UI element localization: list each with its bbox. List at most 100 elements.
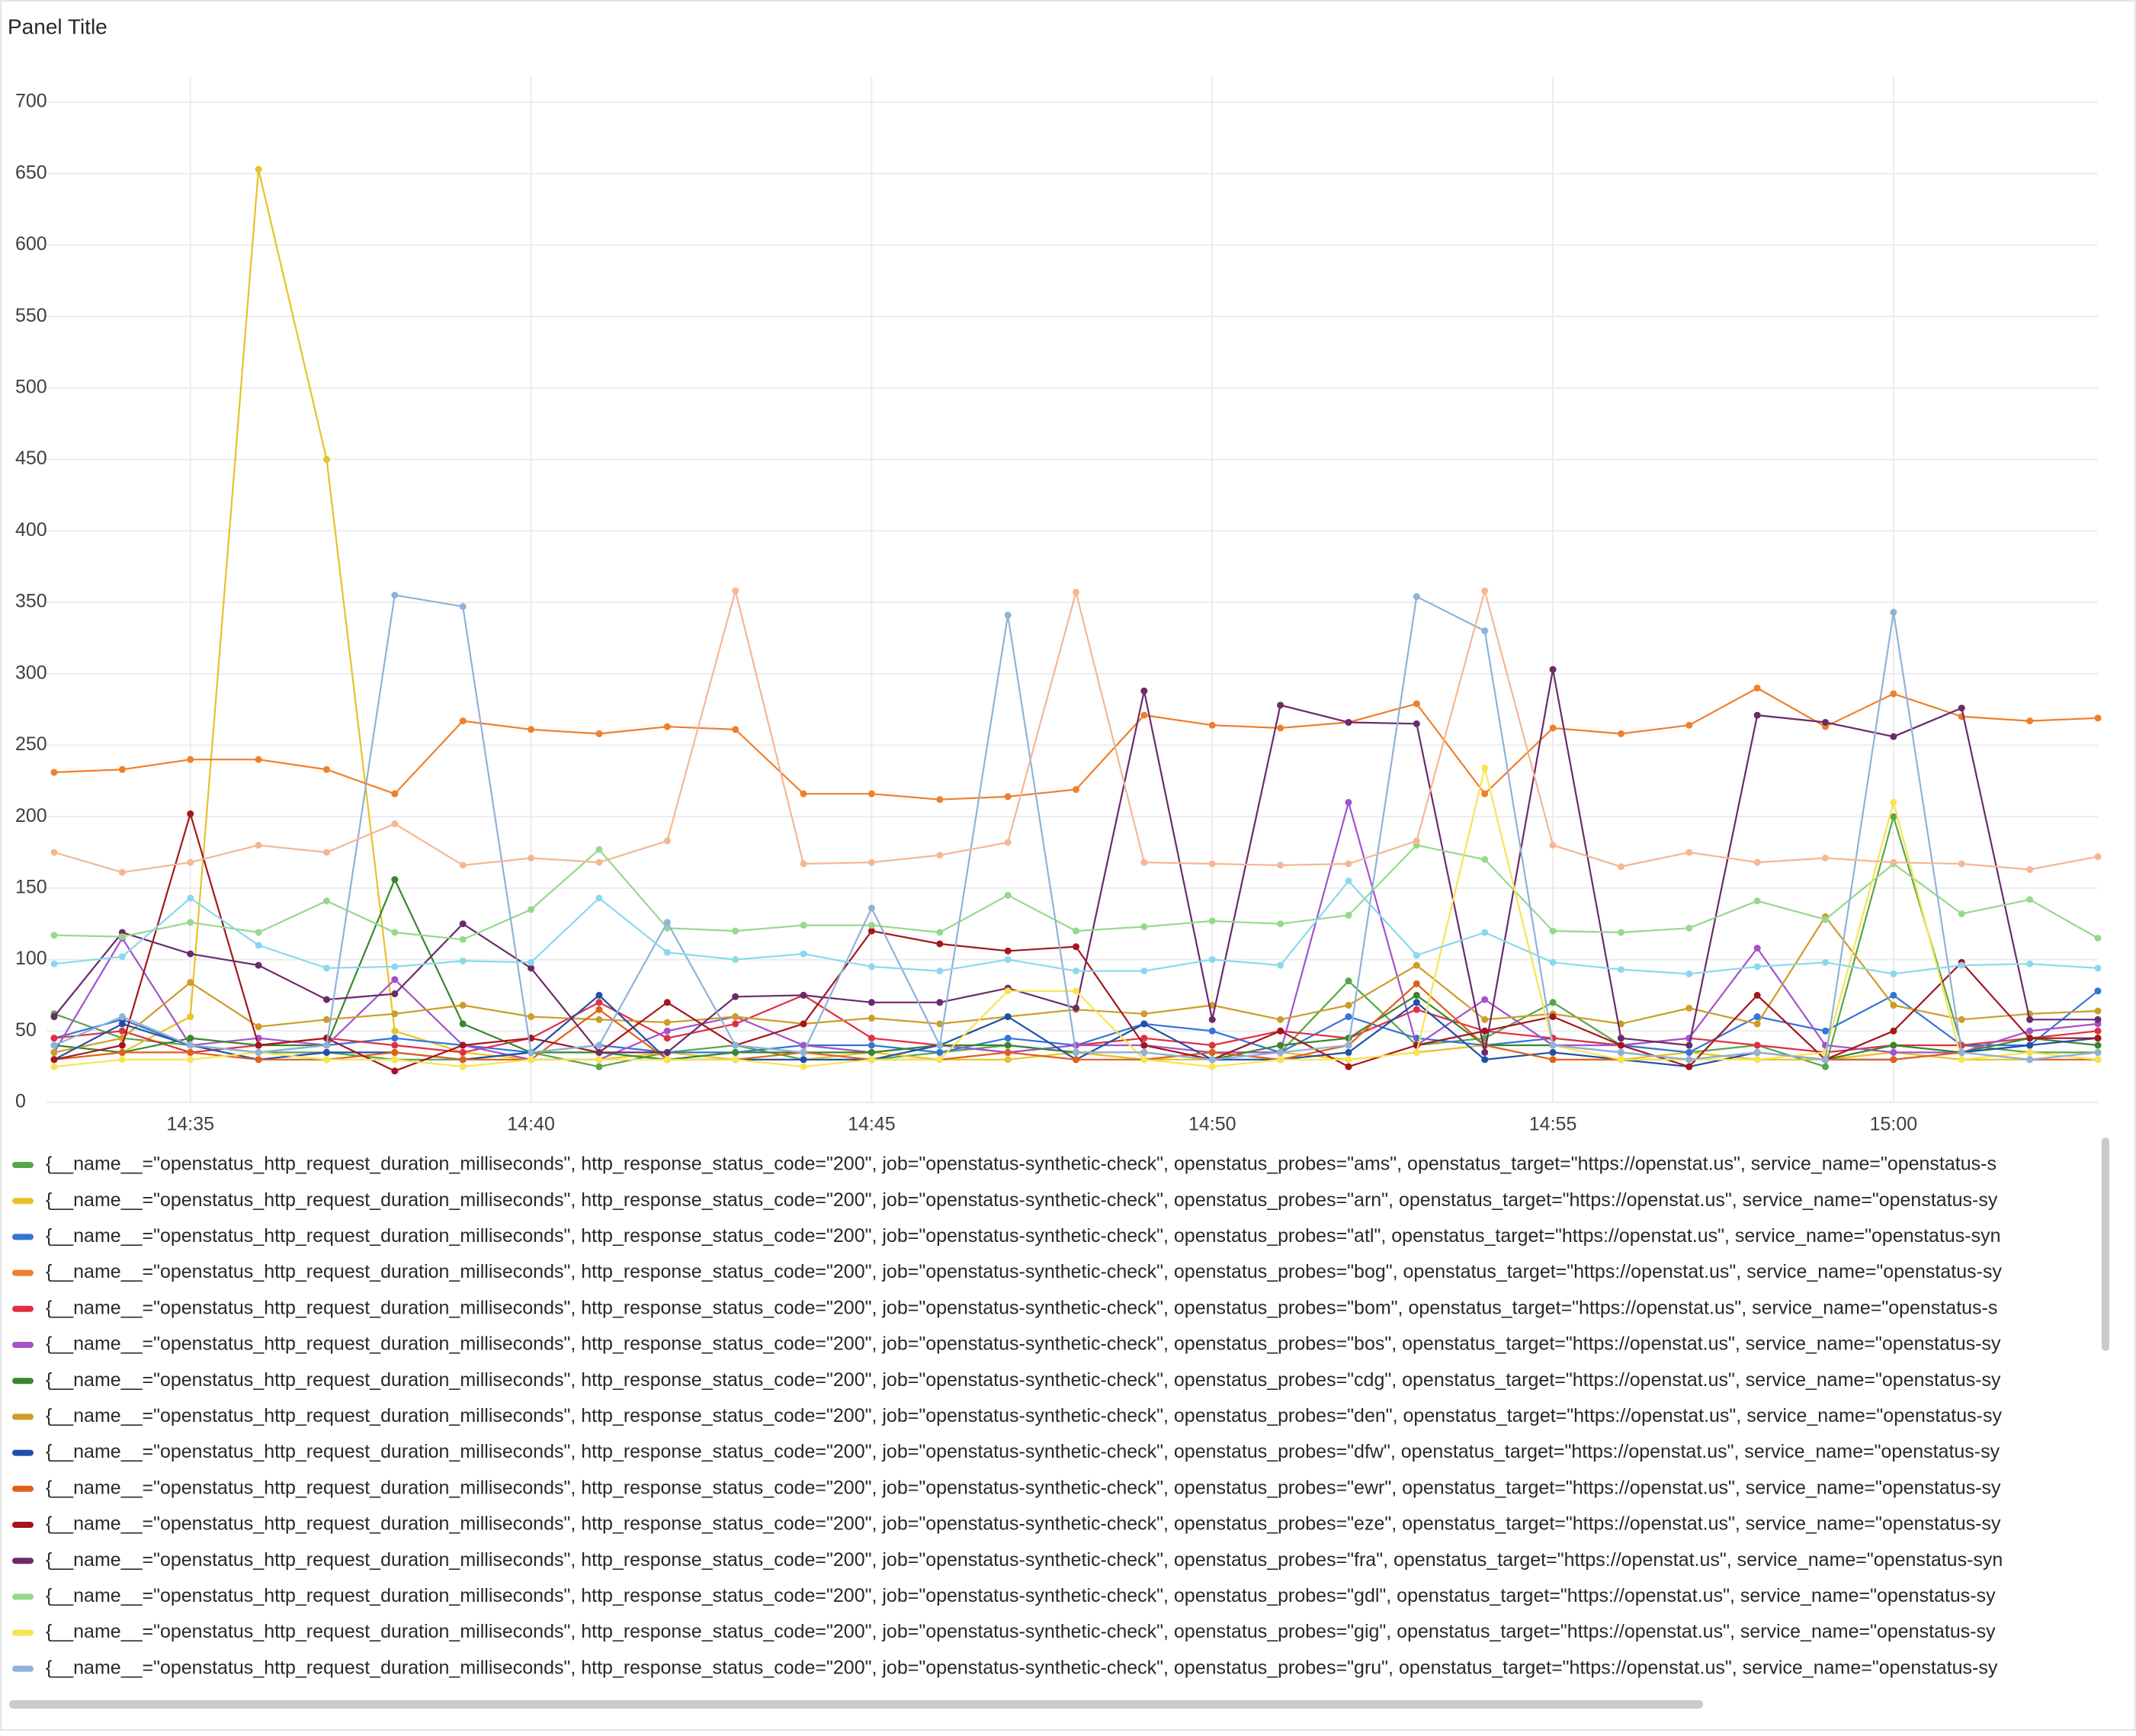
- data-point: [1890, 991, 1897, 999]
- data-point: [800, 860, 807, 868]
- data-point: [1481, 587, 1489, 595]
- legend-swatch: [12, 1414, 34, 1420]
- data-point: [2026, 1056, 2034, 1064]
- data-point: [1277, 1048, 1284, 1056]
- data-point: [800, 1056, 807, 1064]
- data-point: [800, 922, 807, 929]
- data-point: [1890, 733, 1897, 740]
- data-point: [868, 1041, 875, 1049]
- data-point: [1958, 1016, 1965, 1023]
- data-point: [868, 999, 875, 1006]
- data-point: [1277, 1041, 1284, 1049]
- data-point: [1753, 1020, 1761, 1028]
- vertical-scrollbar[interactable]: [2102, 1138, 2109, 1351]
- data-point: [2026, 1027, 2034, 1035]
- data-point: [1140, 1035, 1148, 1042]
- data-point: [1345, 860, 1352, 868]
- data-point: [1004, 839, 1012, 846]
- data-point: [1890, 1048, 1897, 1056]
- data-point: [732, 927, 739, 935]
- data-point: [50, 1013, 58, 1021]
- data-point: [391, 1041, 399, 1049]
- data-point: [1140, 687, 1148, 695]
- data-point: [1481, 627, 1489, 634]
- data-point: [118, 1013, 126, 1021]
- y-tick-label: 300: [15, 662, 47, 683]
- x-tick-label: 14:40: [507, 1114, 555, 1135]
- data-point: [187, 950, 194, 958]
- data-point: [1958, 704, 1965, 712]
- panel-title: Panel Title: [8, 14, 107, 38]
- data-point: [1958, 961, 1965, 969]
- legend-swatch: [12, 1593, 34, 1600]
- data-point: [1753, 991, 1761, 999]
- data-point: [1617, 966, 1624, 974]
- data-point: [595, 1063, 603, 1070]
- data-point: [255, 1023, 262, 1031]
- data-point: [50, 932, 58, 939]
- data-point: [1004, 611, 1012, 619]
- data-point: [391, 790, 399, 797]
- data-point: [800, 790, 807, 797]
- data-point: [663, 1035, 671, 1042]
- data-point: [391, 1010, 399, 1018]
- data-point: [868, 790, 875, 797]
- data-point: [663, 723, 671, 730]
- data-point: [1890, 1027, 1897, 1035]
- data-point: [936, 1041, 944, 1049]
- data-point: [187, 756, 194, 763]
- data-point: [1004, 1041, 1012, 1049]
- data-point: [1073, 1056, 1079, 1064]
- data-point: [459, 603, 467, 611]
- data-point: [2094, 934, 2102, 942]
- data-point: [1277, 1027, 1284, 1035]
- horizontal-scrollbar[interactable]: [9, 1700, 1703, 1709]
- data-point: [459, 920, 467, 928]
- data-point: [1549, 666, 1557, 673]
- data-point: [1413, 951, 1420, 959]
- data-point: [118, 868, 126, 876]
- data-point: [2026, 1016, 2034, 1023]
- x-tick-label: 14:45: [848, 1114, 896, 1135]
- data-point: [1004, 956, 1012, 964]
- data-point: [2094, 987, 2102, 995]
- data-point: [732, 1048, 739, 1056]
- data-point: [459, 862, 467, 869]
- data-point: [118, 933, 126, 941]
- data-point: [255, 1048, 262, 1056]
- data-point: [2026, 1035, 2034, 1042]
- data-point: [868, 927, 875, 935]
- data-point: [1822, 916, 1830, 923]
- data-point: [1753, 1013, 1761, 1021]
- data-point: [1277, 862, 1284, 869]
- data-point: [1685, 1063, 1693, 1070]
- data-point: [1753, 684, 1761, 692]
- data-point: [1549, 1041, 1557, 1049]
- data-point: [1890, 690, 1897, 698]
- y-tick-label: 400: [15, 519, 47, 541]
- data-point: [1073, 927, 1079, 935]
- data-point: [118, 1041, 126, 1049]
- y-tick-label: 550: [15, 305, 47, 326]
- data-point: [459, 957, 467, 964]
- data-point: [2094, 1035, 2102, 1042]
- data-point: [2094, 714, 2102, 722]
- data-point: [322, 1041, 330, 1049]
- data-point: [1345, 877, 1352, 884]
- data-point: [2094, 964, 2102, 972]
- data-point: [322, 1056, 330, 1064]
- data-point: [936, 967, 944, 975]
- legend-swatch: [12, 1558, 34, 1564]
- data-point: [1345, 1048, 1352, 1056]
- data-point: [187, 1048, 194, 1056]
- data-point: [1345, 798, 1352, 806]
- data-point: [1685, 1041, 1693, 1049]
- data-point: [187, 979, 194, 987]
- data-point: [187, 1056, 194, 1064]
- data-point: [1822, 718, 1830, 726]
- data-point: [322, 456, 330, 464]
- data-point: [118, 765, 126, 773]
- data-point: [1753, 945, 1761, 952]
